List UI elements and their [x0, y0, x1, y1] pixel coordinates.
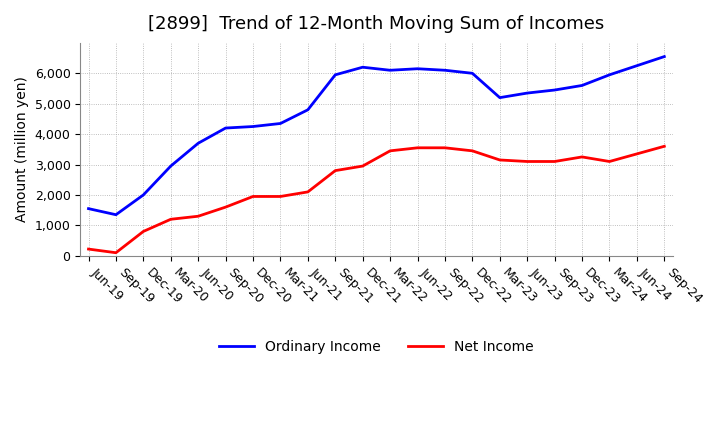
Net Income: [577, 154, 586, 160]
Ordinary Income: [221, 125, 230, 131]
Legend: Ordinary Income, Net Income: Ordinary Income, Net Income: [213, 334, 539, 359]
Net Income: [221, 205, 230, 210]
Ordinary Income: [248, 124, 257, 129]
Net Income: [633, 151, 642, 157]
Net Income: [276, 194, 284, 199]
Ordinary Income: [550, 88, 559, 93]
Net Income: [441, 145, 449, 150]
Ordinary Income: [386, 68, 395, 73]
Title: [2899]  Trend of 12-Month Moving Sum of Incomes: [2899] Trend of 12-Month Moving Sum of I…: [148, 15, 605, 33]
Ordinary Income: [331, 72, 340, 77]
Net Income: [304, 189, 312, 194]
Net Income: [468, 148, 477, 154]
Net Income: [331, 168, 340, 173]
Ordinary Income: [633, 63, 642, 68]
Net Income: [84, 246, 93, 252]
Ordinary Income: [166, 163, 175, 169]
Ordinary Income: [577, 83, 586, 88]
Y-axis label: Amount (million yen): Amount (million yen): [15, 77, 29, 222]
Ordinary Income: [468, 71, 477, 76]
Ordinary Income: [495, 95, 504, 100]
Ordinary Income: [660, 54, 669, 59]
Ordinary Income: [523, 91, 531, 96]
Ordinary Income: [359, 65, 367, 70]
Net Income: [605, 159, 613, 164]
Ordinary Income: [276, 121, 284, 126]
Net Income: [248, 194, 257, 199]
Net Income: [495, 158, 504, 163]
Ordinary Income: [84, 206, 93, 211]
Net Income: [112, 250, 120, 255]
Net Income: [386, 148, 395, 154]
Line: Ordinary Income: Ordinary Income: [89, 57, 665, 215]
Net Income: [194, 213, 202, 219]
Net Income: [523, 159, 531, 164]
Net Income: [166, 216, 175, 222]
Net Income: [660, 143, 669, 149]
Net Income: [359, 163, 367, 169]
Ordinary Income: [304, 107, 312, 113]
Ordinary Income: [605, 72, 613, 77]
Net Income: [139, 229, 148, 234]
Net Income: [550, 159, 559, 164]
Ordinary Income: [112, 212, 120, 217]
Ordinary Income: [194, 141, 202, 146]
Net Income: [413, 145, 422, 150]
Ordinary Income: [413, 66, 422, 71]
Ordinary Income: [441, 68, 449, 73]
Ordinary Income: [139, 192, 148, 198]
Line: Net Income: Net Income: [89, 146, 665, 253]
